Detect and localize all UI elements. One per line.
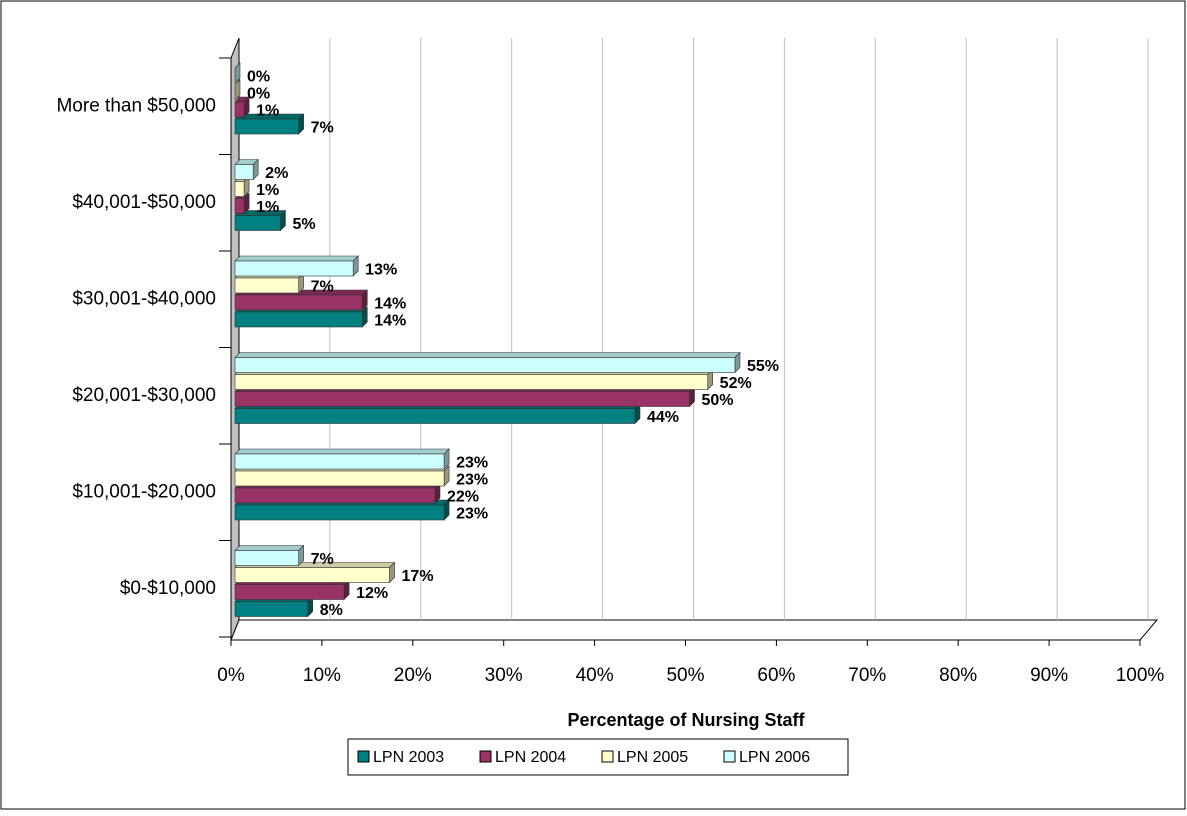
bar-top bbox=[234, 545, 305, 551]
value-label: 7% bbox=[311, 120, 334, 137]
value-label: 1% bbox=[256, 182, 279, 199]
value-label: 2% bbox=[265, 165, 288, 182]
bar bbox=[234, 181, 245, 197]
legend-swatch bbox=[723, 750, 736, 763]
value-label: 23% bbox=[456, 506, 488, 523]
bar bbox=[234, 198, 245, 214]
value-label: 52% bbox=[720, 375, 752, 392]
bar-side bbox=[234, 79, 241, 101]
legend-label: LPN 2005 bbox=[617, 749, 688, 766]
x-tick-label: 20% bbox=[394, 665, 432, 686]
bar bbox=[234, 277, 299, 294]
bar-top bbox=[234, 255, 359, 262]
x-tick-label: 100% bbox=[1116, 665, 1165, 686]
value-label: 5% bbox=[292, 216, 315, 233]
legend-label: LPN 2004 bbox=[495, 749, 566, 766]
value-label: 0% bbox=[247, 69, 270, 86]
value-label: 7% bbox=[311, 279, 334, 296]
x-tick-label: 0% bbox=[217, 665, 245, 686]
value-label: 7% bbox=[311, 551, 334, 568]
bar bbox=[234, 374, 708, 390]
bar bbox=[234, 260, 354, 277]
bar bbox=[234, 550, 299, 566]
bar-top bbox=[234, 448, 450, 455]
bar bbox=[234, 470, 445, 487]
value-label: 50% bbox=[702, 392, 734, 409]
value-label: 13% bbox=[365, 262, 397, 279]
bar bbox=[234, 311, 363, 328]
value-label: 1% bbox=[256, 199, 279, 216]
value-label: 23% bbox=[456, 472, 488, 489]
bar-side bbox=[234, 62, 241, 84]
legend-label: LPN 2006 bbox=[739, 749, 810, 766]
bar-top bbox=[234, 352, 741, 358]
value-label: 22% bbox=[447, 489, 479, 506]
value-label: 23% bbox=[456, 455, 488, 472]
y-tick-label: $30,001-$40,000 bbox=[72, 288, 216, 309]
value-label: 17% bbox=[402, 568, 434, 585]
value-label: 14% bbox=[374, 313, 406, 330]
y-tick-label: $10,001-$20,000 bbox=[72, 481, 216, 502]
value-label: 12% bbox=[356, 585, 388, 602]
x-axis-title: Percentage of Nursing Staff bbox=[567, 710, 805, 730]
bar bbox=[234, 408, 636, 424]
value-label: 55% bbox=[747, 358, 779, 375]
y-tick-label: $0-$10,000 bbox=[120, 578, 216, 599]
x-tick-label: 10% bbox=[303, 665, 341, 686]
x-tick-label: 90% bbox=[1030, 665, 1068, 686]
legend-swatch bbox=[601, 750, 614, 763]
value-label: 1% bbox=[256, 103, 279, 120]
legend-label: LPN 2003 bbox=[373, 749, 444, 766]
x-tick-label: 70% bbox=[848, 665, 886, 686]
bar bbox=[234, 391, 690, 407]
x-tick-label: 60% bbox=[757, 665, 795, 686]
bar bbox=[234, 164, 254, 180]
bar bbox=[234, 567, 390, 583]
value-label: 8% bbox=[320, 602, 343, 619]
bar bbox=[234, 118, 299, 135]
x-tick-label: 40% bbox=[576, 665, 614, 686]
bar bbox=[234, 584, 345, 600]
legend: LPN 2003 LPN 2004 LPN 2005 LPN 2006 bbox=[347, 738, 849, 776]
value-label: 14% bbox=[374, 296, 406, 313]
y-tick-label: $20,001-$30,000 bbox=[72, 385, 216, 406]
floor bbox=[230, 619, 1159, 641]
legend-swatch bbox=[357, 750, 370, 763]
bar bbox=[234, 453, 445, 470]
x-tick-label: 30% bbox=[485, 665, 523, 686]
bar bbox=[234, 357, 736, 373]
legend-box bbox=[347, 738, 849, 776]
y-tick-label: More than $50,000 bbox=[56, 95, 216, 116]
bar bbox=[234, 601, 309, 617]
bar bbox=[234, 215, 281, 231]
value-label: 0% bbox=[247, 86, 270, 103]
x-tick-label: 80% bbox=[939, 665, 977, 686]
bar bbox=[234, 504, 445, 521]
bar bbox=[234, 487, 436, 504]
legend-swatch bbox=[479, 750, 492, 763]
y-tick-label: $40,001-$50,000 bbox=[72, 192, 216, 213]
bar bbox=[234, 101, 245, 118]
bar bbox=[234, 294, 363, 311]
x-tick-label: 50% bbox=[666, 665, 704, 686]
value-label: 44% bbox=[647, 409, 679, 426]
